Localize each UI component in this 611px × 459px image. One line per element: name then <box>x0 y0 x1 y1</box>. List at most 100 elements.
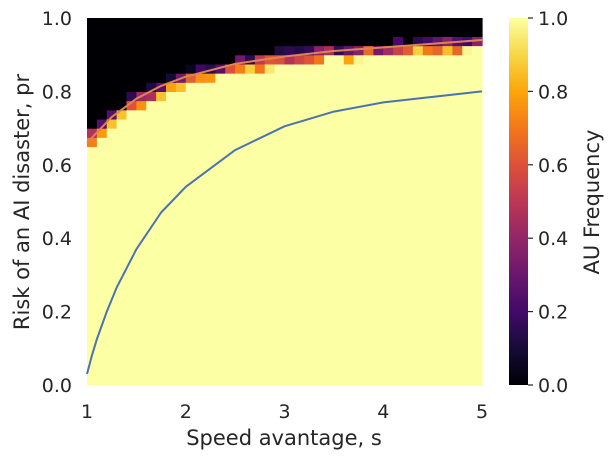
heatmap-cell <box>126 366 137 377</box>
heatmap-cell <box>373 348 384 359</box>
heatmap-cell <box>225 247 236 258</box>
heatmap-cell <box>96 201 108 212</box>
heatmap-cell <box>87 357 98 368</box>
heatmap-cell <box>274 247 286 258</box>
heatmap-cell <box>156 82 167 92</box>
heatmap-cell <box>254 247 266 258</box>
heatmap-cell <box>294 18 305 28</box>
heatmap-cell <box>383 173 394 184</box>
heatmap-cell <box>156 73 167 83</box>
heatmap-cell <box>412 100 424 111</box>
heatmap-cell <box>442 357 453 368</box>
heatmap-cell <box>215 229 226 239</box>
heatmap-cell <box>284 375 295 386</box>
heatmap-cell <box>175 256 187 267</box>
heatmap-cell <box>205 36 216 47</box>
heatmap-cell <box>254 164 266 175</box>
heatmap-cell <box>373 54 384 65</box>
heatmap-cell <box>205 247 216 258</box>
heatmap-cell <box>324 247 335 258</box>
heatmap-cell <box>264 100 276 111</box>
heatmap-cell <box>363 137 374 148</box>
heatmap-cell <box>472 146 483 157</box>
heatmap-cell <box>156 247 167 258</box>
heatmap-cell <box>274 329 286 340</box>
heatmap-cell <box>245 348 256 359</box>
heatmap-cell <box>235 137 246 148</box>
heatmap-cell <box>452 357 463 368</box>
heatmap-cell <box>294 118 305 129</box>
heatmap-cell <box>235 320 246 331</box>
heatmap-cell <box>294 201 305 212</box>
heatmap-cell <box>185 27 197 37</box>
heatmap-cell <box>333 320 345 331</box>
heatmap-cell <box>393 118 404 129</box>
heatmap-cell <box>185 320 197 331</box>
heatmap-cell <box>254 375 266 386</box>
heatmap-cell <box>343 265 355 276</box>
heatmap-cell <box>87 274 98 285</box>
colorbar-tick-label: 0.6 <box>538 155 568 177</box>
heatmap-cell <box>442 164 453 175</box>
heatmap-cell <box>284 164 295 175</box>
heatmap-cell <box>235 311 246 322</box>
heatmap-cell <box>294 219 305 230</box>
heatmap-cell <box>363 348 374 359</box>
heatmap-cell <box>185 348 197 359</box>
heatmap-cell <box>245 284 256 294</box>
heatmap-cell <box>215 366 226 377</box>
heatmap-cell <box>353 137 365 148</box>
heatmap-cell <box>452 173 463 184</box>
heatmap-cell <box>136 164 147 175</box>
heatmap-cell <box>393 27 404 37</box>
heatmap-cell <box>294 375 305 386</box>
heatmap-cell <box>462 311 473 322</box>
heatmap-cell <box>363 339 374 349</box>
heatmap-cell <box>215 293 226 304</box>
heatmap-cell <box>235 247 246 258</box>
heatmap-cell <box>462 357 473 368</box>
heatmap-cell <box>116 256 128 267</box>
heatmap-cell <box>412 201 424 212</box>
heatmap-cell <box>343 293 355 304</box>
heatmap-cell <box>205 348 216 359</box>
heatmap-cell <box>393 366 404 377</box>
heatmap-cell <box>205 329 216 340</box>
heatmap-cell <box>304 36 315 47</box>
heatmap-cell <box>304 164 315 175</box>
heatmap-cell <box>96 375 108 386</box>
heatmap-cell <box>422 265 434 276</box>
heatmap-cell <box>363 36 374 47</box>
heatmap-cell <box>403 173 414 184</box>
heatmap-cell <box>136 118 147 129</box>
heatmap-cell <box>452 201 463 212</box>
heatmap-cell <box>166 173 177 184</box>
heatmap-cell <box>96 155 108 166</box>
heatmap-cell <box>245 210 256 221</box>
heatmap-cell <box>422 146 434 157</box>
heatmap-cell <box>373 164 384 175</box>
heatmap-cell <box>87 329 98 340</box>
heatmap-cell <box>96 339 108 349</box>
heatmap-cell <box>185 247 197 258</box>
heatmap-cell <box>96 36 108 47</box>
heatmap-cell <box>225 265 236 276</box>
heatmap-cell <box>403 27 414 37</box>
heatmap-cell <box>166 229 177 239</box>
heatmap-cell <box>205 302 216 313</box>
heatmap-cell <box>175 173 187 184</box>
curve-lines <box>86 39 483 375</box>
heatmap-cell <box>264 219 276 230</box>
heatmap-cell <box>215 91 226 102</box>
heatmap-cell <box>175 219 187 230</box>
heatmap-cell <box>363 329 374 340</box>
heatmap-cell <box>284 247 295 258</box>
heatmap-cell <box>333 73 345 83</box>
heatmap-cell <box>87 109 98 120</box>
heatmap-cell <box>126 293 137 304</box>
heatmap-cell <box>393 36 404 47</box>
heatmap-cell <box>96 284 108 294</box>
heatmap-cell <box>185 274 197 285</box>
heatmap-cell <box>116 375 128 386</box>
heatmap-cell <box>304 54 315 65</box>
